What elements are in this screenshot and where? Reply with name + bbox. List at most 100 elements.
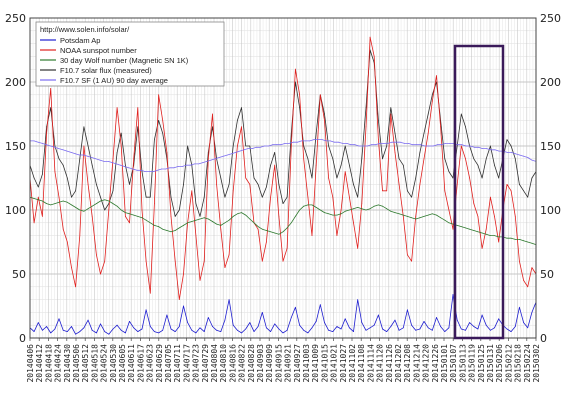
- data-point: [62, 164, 64, 166]
- x-tick-label: 20140927: [293, 344, 302, 383]
- data-point: [116, 205, 118, 207]
- data-point: [66, 150, 68, 152]
- data-point: [198, 163, 200, 165]
- data-point: [423, 132, 425, 134]
- data-point: [340, 328, 342, 330]
- data-point: [129, 321, 130, 322]
- x-tick-label: 20150212: [504, 344, 513, 383]
- data-point: [206, 161, 208, 162]
- data-point: [319, 94, 321, 96]
- data-point: [129, 213, 130, 215]
- data-point: [104, 260, 106, 262]
- y-tick-label: 150: [540, 140, 561, 153]
- data-point: [173, 167, 175, 169]
- data-point: [154, 139, 155, 141]
- data-point: [178, 326, 180, 327]
- x-tick-label: 20140512: [81, 344, 90, 383]
- data-point: [531, 267, 533, 268]
- data-point: [58, 318, 60, 320]
- data-point: [83, 126, 85, 128]
- data-point: [424, 145, 426, 147]
- data-point: [342, 143, 344, 144]
- data-point: [54, 203, 56, 205]
- data-point: [274, 323, 276, 325]
- x-tick-label: 20140909: [265, 344, 274, 383]
- data-point: [444, 219, 446, 221]
- data-point: [75, 286, 76, 288]
- data-point: [257, 184, 259, 185]
- x-tick-label: 20150119: [468, 344, 477, 383]
- data-point: [183, 225, 184, 226]
- data-point: [137, 107, 139, 108]
- data-point: [237, 213, 238, 215]
- data-point: [386, 331, 388, 332]
- data-point: [235, 152, 237, 153]
- data-point: [96, 254, 97, 256]
- data-point: [452, 177, 454, 179]
- data-point: [112, 203, 114, 205]
- data-point: [212, 221, 213, 222]
- data-point: [83, 327, 85, 329]
- data-point: [394, 152, 396, 153]
- data-point: [303, 158, 305, 160]
- x-tick-label: 20140828: [247, 344, 256, 383]
- data-point: [282, 332, 284, 334]
- data-point: [485, 324, 487, 326]
- data-point: [253, 222, 255, 224]
- data-point: [108, 333, 110, 335]
- data-point: [37, 141, 39, 143]
- data-point: [141, 217, 143, 219]
- data-point: [390, 107, 392, 108]
- data-point: [427, 327, 429, 329]
- data-point: [527, 327, 529, 329]
- series-potsdam_ap: [29, 294, 537, 335]
- data-point: [203, 260, 205, 262]
- data-point: [141, 328, 143, 330]
- data-point: [369, 36, 371, 38]
- data-point: [449, 143, 450, 144]
- data-point: [232, 324, 234, 326]
- data-point: [398, 184, 400, 185]
- data-point: [270, 231, 271, 233]
- data-point: [75, 333, 76, 335]
- data-point: [136, 169, 138, 171]
- data-point: [332, 158, 334, 160]
- data-point: [299, 324, 300, 326]
- legend: http://www.solen.info/solar/ Potsdam Ap …: [35, 21, 225, 87]
- data-point: [87, 184, 89, 185]
- data-point: [402, 214, 404, 216]
- data-point: [510, 145, 512, 147]
- data-point: [194, 163, 196, 165]
- data-point: [149, 196, 151, 198]
- data-point: [290, 145, 292, 147]
- data-point: [303, 145, 305, 147]
- data-point: [328, 145, 329, 147]
- x-tick-label: 20140406: [26, 344, 35, 383]
- data-point: [328, 329, 329, 331]
- data-point: [79, 235, 81, 237]
- data-point: [361, 158, 363, 160]
- data-point: [54, 171, 56, 173]
- data-point: [202, 162, 204, 164]
- data-point: [460, 226, 462, 228]
- data-point: [87, 155, 88, 157]
- data-point: [494, 164, 495, 166]
- data-point: [498, 177, 500, 179]
- data-point: [311, 327, 313, 329]
- data-point: [431, 213, 433, 215]
- data-point: [170, 196, 172, 198]
- data-point: [162, 120, 164, 121]
- legend-entry-noaa-ssn: NOAA sunspot number: [40, 46, 137, 55]
- data-point: [165, 168, 167, 170]
- data-point: [116, 163, 117, 165]
- data-point: [62, 329, 64, 331]
- data-point: [303, 205, 305, 207]
- data-point: [261, 228, 263, 230]
- data-point: [510, 237, 512, 239]
- data-point: [531, 312, 533, 313]
- data-point: [261, 312, 263, 313]
- data-point: [145, 219, 147, 221]
- data-point: [469, 322, 470, 323]
- x-tick-label: 20150113: [458, 344, 467, 383]
- x-tick-label: 20141003: [302, 344, 311, 383]
